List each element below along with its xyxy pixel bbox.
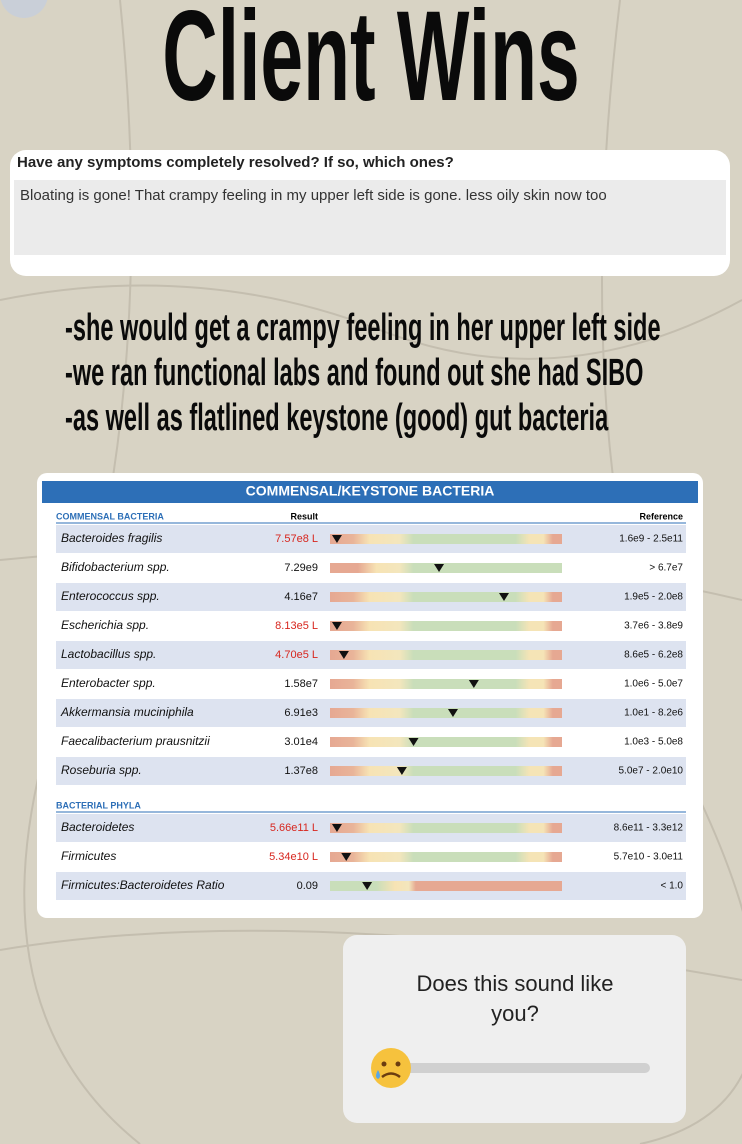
result: 1.58e7 [284, 678, 318, 690]
bacteria-name: Firmicutes:Bacteroidetes Ratio [61, 878, 225, 892]
range-bar [330, 621, 562, 631]
result: 6.91e3 [284, 707, 318, 719]
reference: > 6.7e7 [649, 563, 683, 574]
result-marker [499, 593, 509, 601]
bacteria-name: Enterococcus spp. [61, 589, 160, 603]
result: 5.66e11 L [270, 822, 318, 834]
result-marker [331, 535, 342, 543]
result-marker [408, 738, 419, 746]
poll-card [343, 935, 686, 1123]
range-bar [330, 708, 562, 718]
result: 7.57e8 L [275, 533, 318, 545]
poll-question: Does this sound like you? [417, 971, 614, 1026]
range-bar [330, 563, 562, 573]
result-marker [468, 680, 479, 688]
bacteria-name: Roseburia spp. [61, 763, 142, 777]
avatar [0, 0, 48, 18]
result-header: Result [290, 511, 318, 521]
result-marker [338, 651, 349, 659]
result: 5.34e10 L [269, 851, 318, 863]
reference: 1.6e9 - 2.5e11 [619, 534, 683, 545]
reference: 1.9e5 - 2.0e8 [624, 592, 683, 603]
section-header: BACTERIAL PHYLA [56, 800, 141, 810]
notes: -she would get a crampy feeling in her u… [65, 305, 661, 438]
bacteria-name: Firmicutes [61, 849, 116, 863]
range-bar [330, 534, 562, 544]
bacteria-name: Bacteroidetes [61, 820, 134, 834]
form-answer: Bloating is gone! That crampy feeling in… [20, 187, 607, 204]
range-bar [330, 823, 562, 833]
result-marker [362, 882, 373, 890]
result: 3.01e4 [284, 736, 318, 748]
reference: 1.0e6 - 5.0e7 [624, 679, 683, 690]
range-bar [330, 881, 562, 891]
title: Client Wins [162, 0, 579, 128]
result: 8.13e5 L [275, 620, 318, 632]
reference: 1.0e3 - 5.0e8 [624, 737, 683, 748]
reference: 5.7e10 - 3.0e11 [614, 852, 684, 863]
poll-slider[interactable] [395, 1063, 650, 1073]
range-bar [330, 852, 562, 862]
result-marker [396, 767, 407, 775]
reference: < 1.0 [660, 881, 683, 892]
note-line: -we ran functional labs and found out sh… [65, 350, 643, 393]
result: 0.09 [297, 880, 318, 892]
reference: 5.0e7 - 2.0e10 [619, 766, 684, 777]
result-marker [331, 824, 342, 832]
bacteria-name: Lactobacillus spp. [61, 647, 156, 661]
range-bar [330, 592, 562, 602]
note-line: -she would get a crampy feeling in her u… [65, 305, 661, 348]
result: 4.16e7 [284, 591, 318, 603]
section-header: COMMENSAL BACTERIA [56, 511, 164, 521]
result-marker [434, 564, 445, 572]
range-bar [330, 737, 562, 747]
range-bar [330, 766, 562, 776]
bacteria-name: Bifidobacterium spp. [61, 560, 170, 574]
result-marker [341, 853, 352, 861]
reference: 8.6e11 - 3.3e12 [614, 823, 684, 834]
result-marker [331, 622, 342, 630]
reference: 1.0e1 - 8.2e6 [624, 708, 683, 719]
range-bar [330, 650, 562, 660]
result: 1.37e8 [284, 765, 318, 777]
bacteria-name: Enterobacter spp. [61, 676, 156, 690]
form-question: Have any symptoms completely resolved? I… [17, 154, 454, 171]
answer-box [14, 180, 726, 255]
bacteria-name: Escherichia spp. [61, 618, 149, 632]
result: 4.70e5 L [275, 649, 318, 661]
reference: 8.6e5 - 6.2e8 [624, 650, 683, 661]
range-bar [330, 679, 562, 689]
result-marker [447, 709, 458, 717]
bacteria-name: Akkermansia muciniphila [60, 705, 194, 719]
lab-header [42, 481, 698, 503]
reference: 3.7e6 - 3.8e9 [624, 621, 683, 632]
bacteria-name: Bacteroides fragilis [61, 531, 162, 545]
lab-title: COMMENSAL/KEYSTONE BACTERIA [246, 483, 495, 499]
lab-rows: COMMENSAL BACTERIA Bacteroides fragilis 7.… [56, 511, 686, 900]
bacteria-name: Faecalibacterium prausnitzii [61, 734, 210, 748]
reference-header: Reference [639, 511, 683, 521]
note-line: -as well as flatlined keystone (good) gu… [65, 395, 609, 438]
poll-emoji[interactable] [371, 1048, 411, 1088]
result: 7.29e9 [284, 562, 318, 574]
